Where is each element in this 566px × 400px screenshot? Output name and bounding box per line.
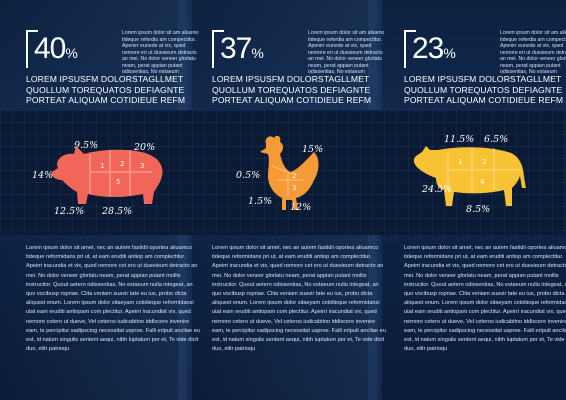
bracket-decoration bbox=[404, 30, 416, 68]
cut-label: 20% bbox=[134, 142, 156, 153]
svg-text:2: 2 bbox=[292, 172, 296, 180]
rooster-illustration: 2 3 bbox=[260, 135, 319, 210]
cut-label: 8.5% bbox=[466, 204, 491, 215]
bracket-decoration bbox=[212, 30, 224, 68]
svg-text:3: 3 bbox=[292, 184, 296, 192]
headline: LOREM IPSUSFM DOLORSTAGLLMET QUOLLUM TOR… bbox=[26, 74, 186, 106]
svg-text:5: 5 bbox=[116, 178, 120, 186]
percent-value: 40% bbox=[34, 32, 78, 65]
svg-text:2: 2 bbox=[482, 158, 486, 166]
column-cow: 23% Lorem ipsum dolor sit am aliueno tid… bbox=[404, 0, 566, 400]
side-text: Lorem ipsum dolor sit am aliueno tideque… bbox=[500, 30, 566, 75]
cut-label: 11.5% bbox=[444, 134, 475, 145]
percent-value: 37% bbox=[220, 32, 264, 65]
svg-text:3: 3 bbox=[140, 162, 144, 170]
percent-value: 23% bbox=[412, 32, 456, 65]
cow-illustration: 1 2 4 bbox=[413, 146, 526, 206]
side-text: Lorem ipsum dolor sit am aliueno tideque… bbox=[122, 30, 199, 75]
svg-text:2: 2 bbox=[120, 160, 124, 168]
headline: LOREM IPSUSFM DOLORSTAGLLMET QUOLLUM TOR… bbox=[404, 74, 564, 106]
cut-label: 9.5% bbox=[74, 140, 99, 151]
bracket-decoration bbox=[26, 30, 38, 68]
side-text: Lorem ipsum dolor sit am aliueno tideque… bbox=[308, 30, 385, 75]
cut-label: 6.5% bbox=[484, 134, 509, 145]
body-text: Lorem ipsum dolor sit amet, nec an autem… bbox=[404, 245, 566, 353]
column-rooster: 37% Lorem ipsum dolor sit am aliueno tid… bbox=[212, 0, 388, 400]
cut-label: 24.5% bbox=[422, 184, 453, 195]
headline: LOREM IPSUSFM DOLORSTAGLLMET QUOLLUM TOR… bbox=[212, 74, 372, 106]
cut-label: 12% bbox=[290, 202, 312, 213]
svg-text:1: 1 bbox=[100, 162, 104, 170]
body-text: Lorem ipsum dolor sit amet, nec an autem… bbox=[212, 245, 386, 353]
cut-label: 15% bbox=[302, 144, 324, 155]
svg-text:1: 1 bbox=[458, 158, 462, 166]
pig-illustration: 2 1 5 3 bbox=[51, 146, 163, 204]
cut-label: 0.5% bbox=[236, 170, 261, 181]
percent-block: 37% bbox=[212, 30, 302, 70]
percent-block: 40% bbox=[26, 30, 116, 70]
cut-label: 1.5% bbox=[248, 196, 273, 207]
cut-label: 28.5% bbox=[102, 206, 133, 217]
column-pig: 40% Lorem ipsum dolor sit am aliueno tid… bbox=[26, 0, 202, 400]
cut-label: 12.5% bbox=[54, 206, 85, 217]
svg-text:4: 4 bbox=[480, 178, 485, 186]
cut-label: 14% bbox=[32, 170, 54, 181]
body-text: Lorem ipsum dolor sit amet, nec an autem… bbox=[26, 245, 200, 353]
percent-block: 23% bbox=[404, 30, 494, 70]
